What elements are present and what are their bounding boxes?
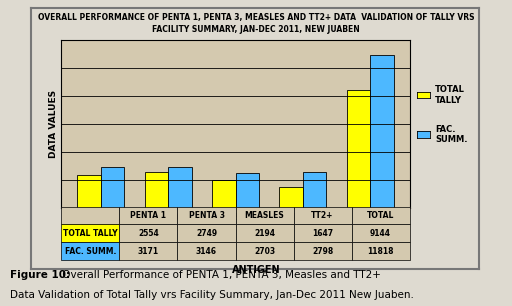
Text: Overall Performance of PENTA 1, PENTA 3, Measles and TT2+: Overall Performance of PENTA 1, PENTA 3,…	[59, 271, 381, 281]
Y-axis label: DATA VALUES: DATA VALUES	[49, 90, 58, 158]
Text: ANTIGEN: ANTIGEN	[232, 265, 280, 275]
Text: OVERALL PERFORMANCE OF PENTA 1, PENTA 3, MEASLES AND TT2+ DATA  VALIDATION OF TA: OVERALL PERFORMANCE OF PENTA 1, PENTA 3,…	[38, 13, 474, 22]
Bar	[77, 175, 101, 208]
Bar	[236, 173, 259, 208]
Bar	[347, 90, 370, 208]
Bar	[212, 180, 236, 208]
Text: Figure 10:: Figure 10:	[10, 271, 70, 281]
Text: FACILITY SUMMARY, JAN-DEC 2011, NEW JUABEN: FACILITY SUMMARY, JAN-DEC 2011, NEW JUAB…	[152, 25, 360, 34]
Text: Data Validation of Total Tally vrs Facility Summary, Jan-Dec 2011 New Juaben.: Data Validation of Total Tally vrs Facil…	[10, 290, 414, 300]
Bar	[101, 167, 124, 208]
Bar	[168, 167, 192, 208]
Bar	[303, 172, 327, 208]
Text: FAC.
SUMM.: FAC. SUMM.	[435, 125, 467, 144]
Bar	[370, 55, 394, 208]
Text: TOTAL
TALLY: TOTAL TALLY	[435, 85, 465, 105]
Bar	[279, 187, 303, 208]
Bar	[144, 173, 168, 208]
